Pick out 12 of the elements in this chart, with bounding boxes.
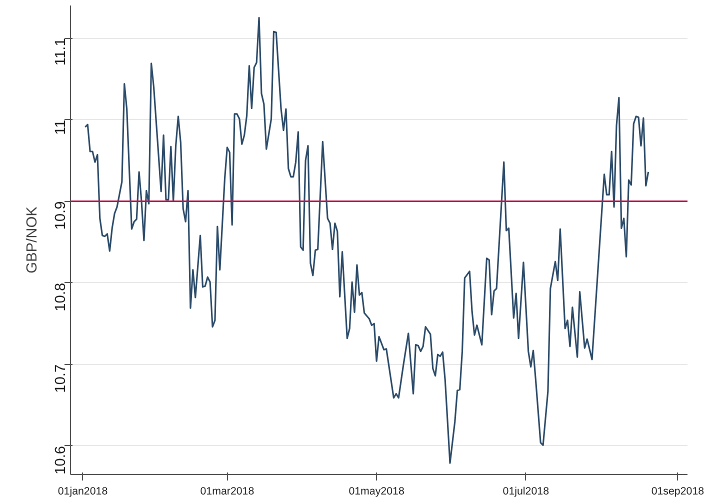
y-axis-title: GBP/NOK [24, 206, 40, 274]
y-tick-label: 11.1 [53, 38, 69, 66]
y-tick-label: 10.6 [53, 446, 69, 474]
x-tick-label: 01may2018 [348, 486, 404, 498]
x-tick-label: 01mar2018 [200, 486, 254, 498]
y-tick-label: 10.9 [53, 201, 69, 230]
y-tick-label: 10.8 [53, 282, 69, 312]
y-tick-label: 11 [53, 120, 69, 135]
x-tick-label: 01sep2018 [651, 486, 704, 498]
y-tick-label: 10.7 [53, 364, 69, 393]
x-tick-label: 01jul2018 [502, 486, 550, 498]
x-tick-label: 01jan2018 [58, 486, 108, 498]
